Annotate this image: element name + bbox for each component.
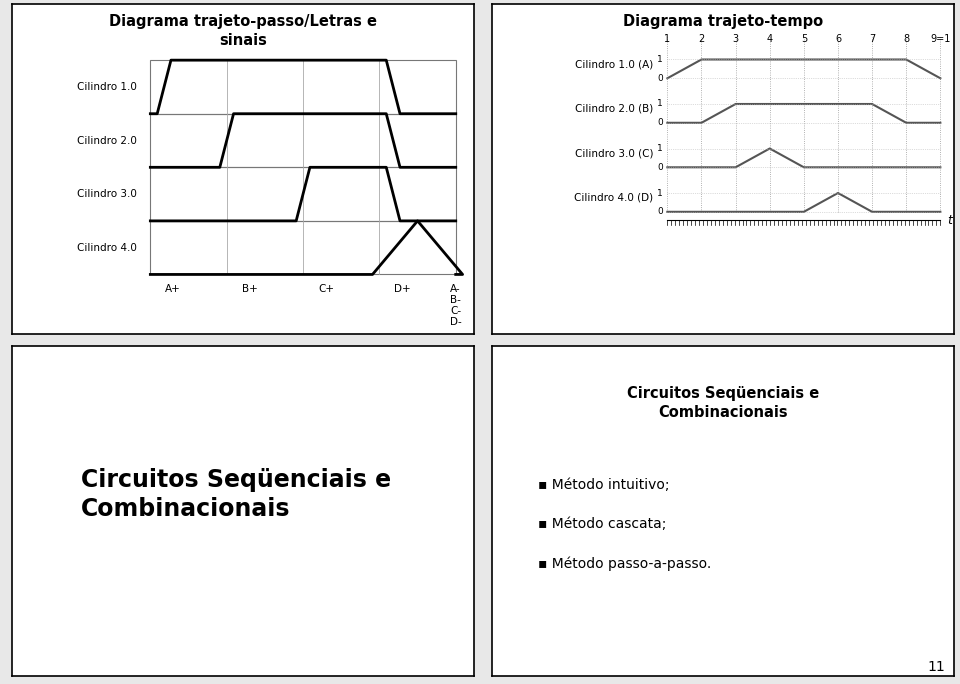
Bar (151, 221, 456, 274)
Text: Cilindro 1.0 (A): Cilindro 1.0 (A) (575, 60, 654, 69)
Text: Cilindro 1.0: Cilindro 1.0 (77, 82, 136, 92)
Text: Diagrama trajeto-tempo: Diagrama trajeto-tempo (623, 14, 823, 29)
Text: ▪ Método intuitivo;: ▪ Método intuitivo; (538, 477, 669, 492)
Text: B+: B+ (242, 285, 257, 294)
Text: 1: 1 (657, 189, 662, 198)
Text: Diagrama trajeto-passo/Letras e
sinais: Diagrama trajeto-passo/Letras e sinais (108, 14, 377, 48)
Text: ▪ Método cascata;: ▪ Método cascata; (538, 517, 666, 531)
Text: 7: 7 (869, 34, 876, 44)
Text: 3: 3 (732, 34, 738, 44)
Text: 1: 1 (657, 55, 662, 64)
Text: 2: 2 (698, 34, 705, 44)
Text: Circuitos Seqüenciais e
Combinacionais: Circuitos Seqüenciais e Combinacionais (81, 468, 391, 521)
Text: A+: A+ (165, 285, 181, 294)
Text: 11: 11 (928, 660, 946, 674)
Bar (151, 168, 456, 221)
Text: C+: C+ (318, 285, 334, 294)
Text: 1: 1 (657, 99, 662, 109)
Text: 1: 1 (657, 144, 662, 153)
Text: 0: 0 (657, 118, 662, 127)
Bar (151, 60, 456, 114)
Text: 8: 8 (903, 34, 909, 44)
Text: 0: 0 (657, 207, 662, 216)
Text: 0: 0 (657, 74, 662, 83)
Text: 0: 0 (657, 163, 662, 172)
Text: 4: 4 (767, 34, 773, 44)
Text: Cilindro 2.0: Cilindro 2.0 (77, 135, 136, 146)
Text: Cilindro 3.0: Cilindro 3.0 (77, 189, 136, 199)
Bar (151, 114, 456, 168)
Text: Cilindro 4.0: Cilindro 4.0 (77, 243, 136, 252)
Text: 9=1: 9=1 (930, 34, 950, 44)
Text: A-
B-
C-
D-: A- B- C- D- (450, 285, 462, 327)
Text: ▪ Método passo-a-passo.: ▪ Método passo-a-passo. (538, 557, 711, 571)
Text: 5: 5 (801, 34, 807, 44)
Text: 6: 6 (835, 34, 841, 44)
Text: Cilindro 3.0 (C): Cilindro 3.0 (C) (575, 148, 654, 158)
Text: Cilindro 2.0 (B): Cilindro 2.0 (B) (575, 104, 654, 114)
Text: 1: 1 (664, 34, 670, 44)
Text: Cilindro 4.0 (D): Cilindro 4.0 (D) (574, 193, 654, 202)
Text: Circuitos Seqüenciais e
Combinacionais: Circuitos Seqüenciais e Combinacionais (627, 386, 819, 421)
Text: t: t (948, 213, 952, 226)
Text: D+: D+ (394, 285, 411, 294)
